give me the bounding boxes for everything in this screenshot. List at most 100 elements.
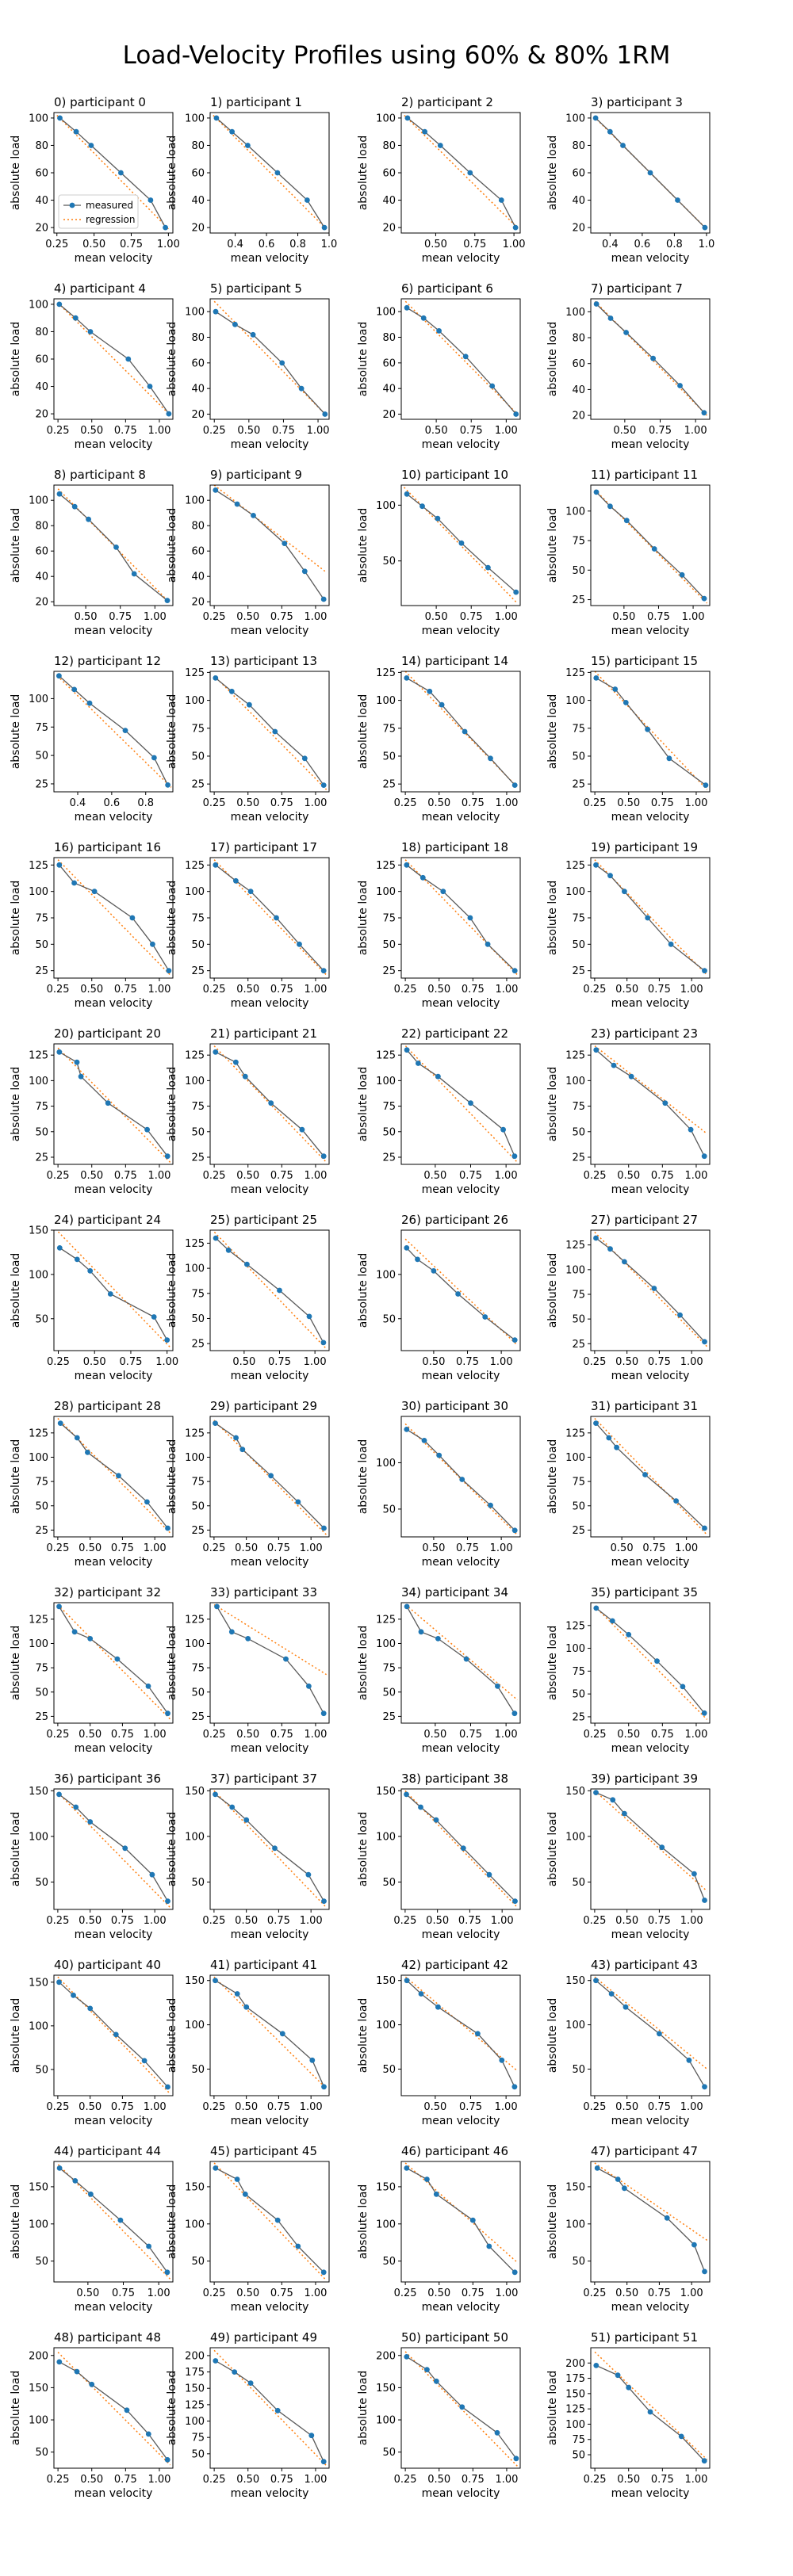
measured-line [596, 1237, 705, 1343]
measured-point [623, 700, 629, 705]
measured-point [165, 2084, 170, 2090]
x-tick-label: 0.75 [648, 2101, 671, 2113]
chart-panel-45: 45) participant 45 0.25 0.50 0.75 1.00 50 100 1… [166, 2144, 330, 2314]
measured-point [427, 688, 433, 694]
y-tick-label: 125 [565, 1240, 585, 1252]
y-axis-label: absolute load [357, 136, 370, 211]
panel-title: 32) participant 32 [54, 1585, 161, 1599]
y-tick-label: 150 [376, 1786, 396, 1798]
measured-point [274, 2407, 281, 2414]
measured-point [439, 701, 445, 708]
chart-panel-8: 8) participant 8 0.50 0.75 1.00 20 40 60 80 100 m… [10, 468, 174, 637]
chart-panel-38: 38) participant 38 0.25 0.50 0.75 1.00 50 100 1… [357, 1771, 521, 1941]
chart-panel-32: 32) participant 32 0.25 0.50 0.75 1.00 25 50 75… [10, 1585, 174, 1755]
y-tick-label: 25 [191, 1711, 205, 1723]
panel-title: 17) participant 17 [210, 840, 317, 854]
x-tick-label: 0.75 [458, 1915, 481, 1927]
x-tick-label: 1.00 [495, 1170, 518, 1182]
y-tick-label: 25 [572, 1525, 585, 1537]
x-tick-label: 1.00 [503, 239, 526, 250]
measured-point [433, 1817, 439, 1823]
axes-frame [53, 1602, 174, 1724]
x-axis-label: mean velocity [422, 811, 500, 824]
x-tick-label: 0.50 [75, 611, 98, 623]
chart-panel-46: 46) participant 46 0.25 0.50 0.75 1.00 50 100 1… [357, 2144, 521, 2314]
chart-panel-40: 40) participant 40 0.25 0.50 0.75 1.00 50 100 1… [10, 1958, 174, 2127]
y-tick-label: 200 [565, 2358, 585, 2370]
measured-point [105, 1100, 111, 1106]
measured-point [233, 1435, 239, 1441]
y-tick-label: 80 [35, 521, 48, 533]
measured-point [320, 2269, 327, 2276]
x-tick-label: 0.25 [203, 1729, 226, 1741]
y-tick-label: 200 [29, 2350, 48, 2362]
panel-title: 33) participant 33 [210, 1585, 317, 1599]
measured-point [308, 2433, 315, 2439]
measured-point [107, 1291, 113, 1297]
x-tick-label: 1.00 [300, 2101, 323, 2113]
x-tick-label: 1.00 [495, 611, 518, 623]
x-axis-label: mean velocity [231, 2487, 309, 2500]
measured-point [320, 1153, 327, 1160]
measured-point [594, 2165, 600, 2171]
measured-point [654, 1658, 660, 1664]
measured-point [113, 2031, 119, 2038]
y-tick-label: 60 [572, 358, 585, 370]
panel-title: 30) participant 30 [401, 1399, 508, 1413]
measured-point [320, 1710, 327, 1717]
measured-point [607, 315, 614, 321]
measured-point [56, 862, 63, 868]
x-tick-label: 0.50 [79, 2101, 102, 2113]
measured-point [320, 968, 327, 974]
chart-panel-22: 22) participant 22 0.50 0.75 1.00 25 50 75 100 1… [357, 1026, 521, 1196]
y-tick-label: 100 [29, 1831, 48, 1843]
measured-point [233, 877, 239, 884]
legend-measured-label: measured [86, 200, 133, 211]
y-tick-label: 125 [185, 860, 205, 872]
y-tick-label: 125 [185, 667, 205, 679]
x-axis-label: mean velocity [422, 1928, 500, 1941]
measured-point [606, 1435, 612, 1441]
x-tick-label: 0.50 [236, 797, 259, 809]
panel-title: 37) participant 37 [210, 1771, 317, 1786]
x-tick-label: 0.50 [235, 1542, 258, 1554]
x-tick-label: 0.75 [459, 1729, 482, 1741]
measured-point [124, 2407, 130, 2414]
measured-line [59, 304, 170, 415]
x-axis-label: mean velocity [422, 252, 500, 265]
measured-point [56, 1979, 62, 1986]
x-axis-label: mean velocity [422, 1742, 500, 1755]
measured-point [144, 1499, 150, 1505]
panel-title: 13) participant 13 [210, 654, 317, 668]
regression-line [213, 300, 328, 416]
x-axis-label: mean velocity [75, 1556, 153, 1569]
y-tick-label: 40 [572, 195, 585, 207]
panel-title: 22) participant 22 [401, 1026, 508, 1041]
y-tick-label: 75 [191, 913, 205, 925]
y-tick-label: 150 [185, 2181, 205, 2193]
y-tick-label: 40 [35, 571, 48, 583]
axes-frame [400, 1229, 521, 1351]
measured-point [433, 2191, 439, 2197]
regression-line [594, 489, 708, 604]
x-tick-label: 0.75 [114, 2474, 137, 2486]
panel-title: 2) participant 2 [401, 95, 493, 109]
x-tick-label: 0.75 [456, 1356, 479, 1368]
measured-point [283, 1656, 289, 1662]
y-axis-label: absolute load [10, 1067, 22, 1142]
y-axis-label: absolute load [166, 322, 178, 397]
x-axis-label: mean velocity [75, 252, 153, 265]
x-tick-label: 0.75 [270, 1729, 293, 1741]
x-tick-label: 0.75 [651, 1729, 674, 1741]
y-tick-label: 80 [572, 333, 585, 345]
measured-line [406, 493, 517, 593]
x-tick-label: 0.50 [83, 1356, 106, 1368]
y-tick-label: 75 [35, 1101, 48, 1113]
y-tick-label: 25 [191, 779, 205, 791]
y-axis-label: absolute load [546, 1626, 559, 1701]
y-tick-label: 50 [572, 751, 585, 762]
x-tick-label: 1.00 [684, 1729, 707, 1741]
chart-panel-12: 12) participant 12 0.4 0.6 0.8 25 50 75 100 mean… [10, 654, 174, 824]
measured-point [320, 2459, 327, 2465]
measured-point [213, 1791, 218, 1798]
